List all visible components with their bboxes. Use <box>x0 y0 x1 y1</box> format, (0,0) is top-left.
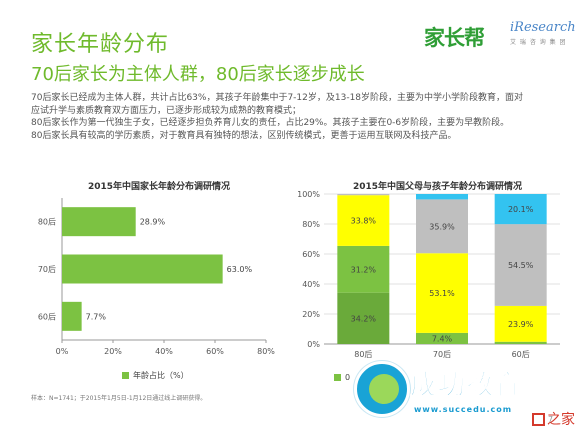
stacked-segment <box>337 195 390 246</box>
watermark-text: 成功教育 <box>410 370 522 402</box>
jiazhangbang-logo-text: 家长帮 <box>424 26 485 50</box>
legend-swatch <box>334 374 341 381</box>
watermark-url: www.succedu.com <box>414 405 513 414</box>
stacked-segment <box>416 194 468 200</box>
category-label: 70后 <box>38 264 56 274</box>
x-tick-label: 20% <box>104 347 122 356</box>
stacked-segment <box>416 253 468 333</box>
category-label: 60后 <box>38 311 56 321</box>
y-tick-label: 0% <box>307 340 320 349</box>
iresearch-logo-subtext: 艾 瑞 咨 询 集 团 <box>510 39 567 46</box>
x-tick-label: 60% <box>206 347 224 356</box>
stacked-segment <box>337 194 390 196</box>
stacked-segment <box>416 332 468 344</box>
page-title: 家长年龄分布 <box>31 32 170 57</box>
chart1-legend: 年龄占比（%） <box>122 370 189 381</box>
stacked-segment <box>337 292 390 344</box>
chart1-title: 2015年中国家长年龄分布调研情况 <box>88 182 231 192</box>
body-paragraph: 70后家长已经成为主体人群，共计占比63%，其孩子年龄集中于7-12岁，及13-… <box>31 92 559 142</box>
legend-label: 年龄占比（%） <box>133 371 189 380</box>
y-tick-label: 80% <box>302 220 320 229</box>
site-logo-icon <box>532 413 545 426</box>
chart2-title: 2015年中国父母与孩子年龄分布调研情况 <box>353 182 523 192</box>
segment-value-label: 7.4% <box>432 334 453 343</box>
y-tick-label: 40% <box>302 280 320 289</box>
segment-value-label: 53.1% <box>429 289 455 298</box>
x-tick-label: 40% <box>155 347 173 356</box>
y-tick-label: 100% <box>297 190 320 199</box>
segment-value-label: 20.1% <box>508 205 534 214</box>
page-number: 7 <box>548 415 554 424</box>
stacked-segment <box>494 305 547 342</box>
category-label: 80后 <box>354 349 372 359</box>
parent-child-stacked-bar-chart: 0% 20% 40% 60% 80% 100% 34.2% 31.2% 33.8% 80后 7.4%… <box>297 190 560 359</box>
x-tick-label: 80% <box>257 347 275 356</box>
bar <box>62 301 82 331</box>
legend-swatch <box>122 372 129 379</box>
x-tick-label: 0% <box>56 347 69 356</box>
bar-value-label: 28.9% <box>140 218 166 227</box>
segment-value-label: 31.2% <box>351 265 377 274</box>
body-line: 80后家长作为第一代独生子女，已经逐步担负养育儿女的责任，占比29%。其孩子主要… <box>31 118 510 128</box>
chart2-legend: 0 <box>334 373 350 382</box>
stacked-segment <box>494 224 547 306</box>
body-line: 70后家长已经成为主体人群，共计占比63%，其孩子年龄集中于7-12岁，及13-… <box>31 93 524 103</box>
watermark: 成功教育 www.succedu.com 之家 <box>354 357 580 435</box>
body-line: 80后家长具有较高的学历素质，对于教育具有独特的想法，区别传统模式，更善于运用互… <box>31 130 457 141</box>
y-tick-label: 60% <box>302 250 320 259</box>
stacked-segment <box>494 341 547 344</box>
bar <box>62 254 223 284</box>
category-label: 80后 <box>38 217 56 227</box>
bar <box>62 207 136 237</box>
legend-label: 0 <box>345 373 351 382</box>
segment-value-label: 23.9% <box>508 320 534 329</box>
stacked-segment <box>494 194 547 225</box>
age-distribution-bar-chart: 0% 20% 40% 60% 80% 80后 28.9% 70后 63.0% 60后 7.7% <box>38 198 275 356</box>
y-tick-label: 20% <box>302 310 320 319</box>
page-subtitle: 70后家长为主体人群，80后家长逐步成长 <box>31 64 365 85</box>
footnote: 样本：N=1741；于2015年1月5日-1月12日通过线上调研获得。 <box>31 395 207 402</box>
segment-value-label: 33.8% <box>351 217 377 226</box>
bar-value-label: 7.7% <box>86 312 107 321</box>
body-line: 应试升学与素质教育双方面压力，已逐步形成较为成熟的教育模式； <box>31 105 302 116</box>
watermark-site: 之家 <box>532 409 575 429</box>
iresearch-logo-text: iResearch <box>510 20 576 35</box>
watermark-site-label: 之家 <box>547 412 575 428</box>
stacked-segment <box>416 199 468 254</box>
segment-value-label: 54.5% <box>508 261 534 270</box>
segment-value-label: 34.2% <box>351 314 377 323</box>
iresearch-logo: iResearch 艾 瑞 咨 询 集 团 <box>510 20 576 56</box>
jiazhangbang-logo: 家长帮 <box>424 22 504 50</box>
stacked-segment <box>337 245 390 293</box>
category-label: 60后 <box>512 349 530 359</box>
category-label: 70后 <box>433 349 451 359</box>
watermark-logo-icon <box>354 361 410 417</box>
bar-value-label: 63.0% <box>227 265 253 274</box>
segment-value-label: 35.9% <box>429 222 455 231</box>
